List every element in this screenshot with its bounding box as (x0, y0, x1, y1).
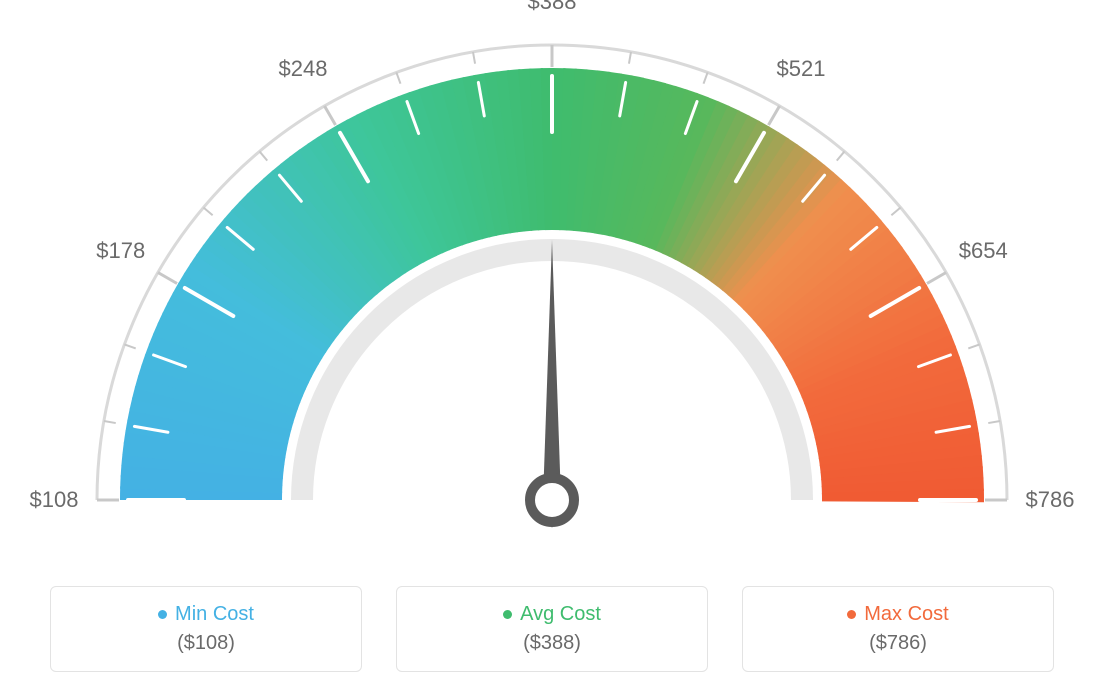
gauge-tick-label: $248 (279, 56, 328, 82)
legend-value-avg: ($388) (523, 632, 581, 655)
legend-title-avg: Avg Cost (503, 603, 601, 626)
legend-card-max: Max Cost ($786) (742, 586, 1054, 672)
legend-value-min: ($108) (177, 632, 235, 655)
gauge-svg (0, 0, 1104, 560)
legend-title-text: Avg Cost (520, 603, 601, 626)
gauge-tick-label: $178 (96, 238, 145, 264)
gauge-chart: $108 $178 $248 $388 $521 $654 $786 (0, 0, 1104, 560)
dot-icon (847, 610, 856, 619)
dot-icon (503, 610, 512, 619)
legend-card-avg: Avg Cost ($388) (396, 586, 708, 672)
gauge-tick-label: $521 (777, 56, 826, 82)
legend-value-max: ($786) (869, 632, 927, 655)
legend-title-text: Min Cost (175, 603, 254, 626)
legend-title-min: Min Cost (158, 603, 254, 626)
legend-row: Min Cost ($108) Avg Cost ($388) Max Cost… (0, 586, 1104, 672)
gauge-tick-label: $654 (959, 238, 1008, 264)
gauge-tick-label: $786 (1026, 487, 1075, 513)
legend-title-max: Max Cost (847, 603, 948, 626)
dot-icon (158, 610, 167, 619)
gauge-tick-label: $388 (528, 0, 577, 15)
legend-title-text: Max Cost (864, 603, 948, 626)
legend-card-min: Min Cost ($108) (50, 586, 362, 672)
gauge-tick-label: $108 (30, 487, 79, 513)
